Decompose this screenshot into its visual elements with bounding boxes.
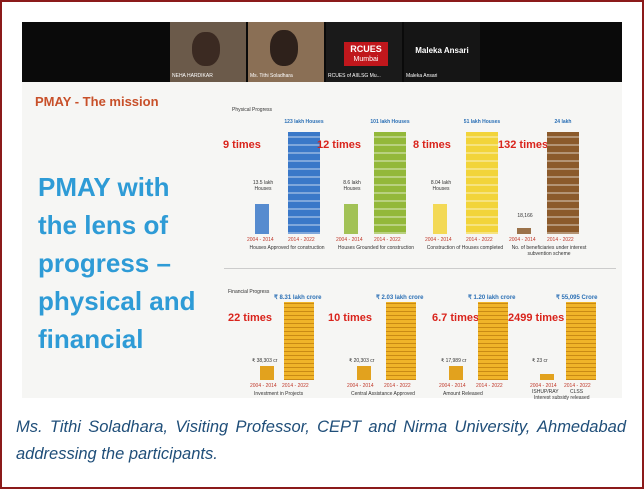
- slide-title: PMAY - The mission: [35, 94, 159, 109]
- coins-tall: [478, 302, 508, 380]
- heading-line: physical and: [38, 286, 196, 316]
- period-note: CLSS: [570, 389, 584, 395]
- logo-text: RCUES: [350, 44, 382, 54]
- period: 2014 - 2022: [288, 237, 315, 243]
- multiplier: 6.7 times: [432, 312, 480, 324]
- period: 2014 - 2022: [564, 383, 591, 389]
- participant-name: RCUES of AIILSG Mu...: [328, 73, 381, 79]
- coins-tall: [566, 302, 596, 380]
- period: 2004 - 2014: [439, 383, 466, 389]
- period: 2004 - 2014: [509, 237, 536, 243]
- item-caption: Investment in Projects: [254, 391, 304, 397]
- item-caption: Central Assistance Approved: [351, 391, 415, 397]
- item-caption: No. of beneficiaries under interest subv…: [511, 245, 587, 257]
- value-after: ₹ 8.31 lakh crore: [274, 295, 322, 301]
- photo-caption: Ms. Tithi Soladhara, Visiting Professor,…: [16, 418, 626, 463]
- multiplier: 22 times: [228, 312, 273, 324]
- building-small: [433, 204, 447, 234]
- building-small: [517, 228, 531, 234]
- period-note: ISHUP/RAY: [532, 389, 559, 395]
- multiplier: 10 times: [328, 312, 373, 324]
- item-caption: Amount Released: [443, 391, 483, 397]
- period: 2014 - 2022: [547, 237, 574, 243]
- value-after: 123 lakh Houses: [284, 119, 324, 125]
- multiplier: 8 times: [413, 139, 451, 151]
- item-caption: Houses Grounded for construction: [337, 245, 415, 251]
- financial-label: Financial Progress: [228, 289, 270, 295]
- multiplier: 132 times: [498, 139, 549, 151]
- heading-line: PMAY with: [38, 172, 170, 202]
- heading-line: financial: [38, 324, 144, 354]
- participant-name: Maleka Ansari: [406, 73, 438, 79]
- coins-small: [449, 366, 463, 380]
- participant-name: Ms. Tithi Soladhara: [250, 73, 293, 79]
- multiplier: 9 times: [223, 139, 261, 151]
- video-tile: [404, 22, 480, 82]
- item-caption: Houses Approved for construction: [249, 245, 325, 251]
- coins-small: [540, 374, 554, 380]
- coins-small: [260, 366, 274, 380]
- speaker-name: Maleka Ansari: [415, 46, 469, 55]
- value-before: 18,166: [517, 213, 533, 219]
- building-tall: [466, 132, 498, 234]
- period: 2004 - 2014: [250, 383, 277, 389]
- face: [192, 32, 220, 66]
- building-tall: [374, 132, 406, 234]
- value-after: ₹ 55,095 Crore: [556, 295, 598, 301]
- divider: [224, 268, 616, 269]
- value-before: ₹ 38,303 cr: [252, 358, 278, 364]
- building-tall: [288, 132, 320, 234]
- value-before: ₹ 17,989 cr: [441, 358, 467, 364]
- logo-box: [344, 42, 388, 66]
- period: 2014 - 2022: [282, 383, 309, 389]
- value-before: ₹ 23 cr: [532, 358, 548, 364]
- building-tall: [547, 132, 579, 234]
- coins-tall: [284, 302, 314, 380]
- building-small: [255, 204, 269, 234]
- physical-label: Physical Progress: [232, 107, 273, 113]
- value-after: ₹ 1.20 lakh crore: [468, 295, 516, 301]
- period: 2004 - 2014: [336, 237, 363, 243]
- face: [270, 30, 298, 66]
- value-after: 101 lakh Houses: [370, 119, 410, 125]
- value-after: 24 lakh: [554, 119, 572, 125]
- period: 2004 - 2014: [530, 383, 557, 389]
- value-before: 8.6 lakh Houses: [343, 180, 361, 192]
- value-before: ₹ 20,303 cr: [349, 358, 375, 364]
- period: 2014 - 2022: [466, 237, 493, 243]
- building-small: [344, 204, 358, 234]
- coins-tall: [386, 302, 416, 380]
- period: 2004 - 2014: [247, 237, 274, 243]
- item-caption: Interest subsidy released: [534, 395, 590, 401]
- period: 2014 - 2022: [384, 383, 411, 389]
- item-caption: Construction of Houses completed: [426, 245, 504, 251]
- period: 2014 - 2022: [374, 237, 401, 243]
- multiplier: 12 times: [317, 139, 362, 151]
- value-after: 51 lakh Houses: [463, 119, 501, 125]
- value-after: ₹ 2.03 lakh crore: [376, 295, 424, 301]
- heading-line: progress –: [38, 248, 171, 278]
- heading-line: the lens of: [38, 210, 169, 240]
- participant-name: NEHA HARDIKAR: [172, 73, 213, 79]
- period: 2004 - 2014: [347, 383, 374, 389]
- value-before: 13.5 lakh Houses: [252, 180, 274, 192]
- period: 2004 - 2014: [425, 237, 452, 243]
- value-before: 8.04 lakh Houses: [430, 180, 452, 192]
- screenshot: [22, 22, 622, 398]
- logo-text: Mumbai: [353, 56, 379, 63]
- coins-small: [357, 366, 371, 380]
- multiplier: 2499 times: [508, 312, 565, 324]
- period: 2014 - 2022: [476, 383, 503, 389]
